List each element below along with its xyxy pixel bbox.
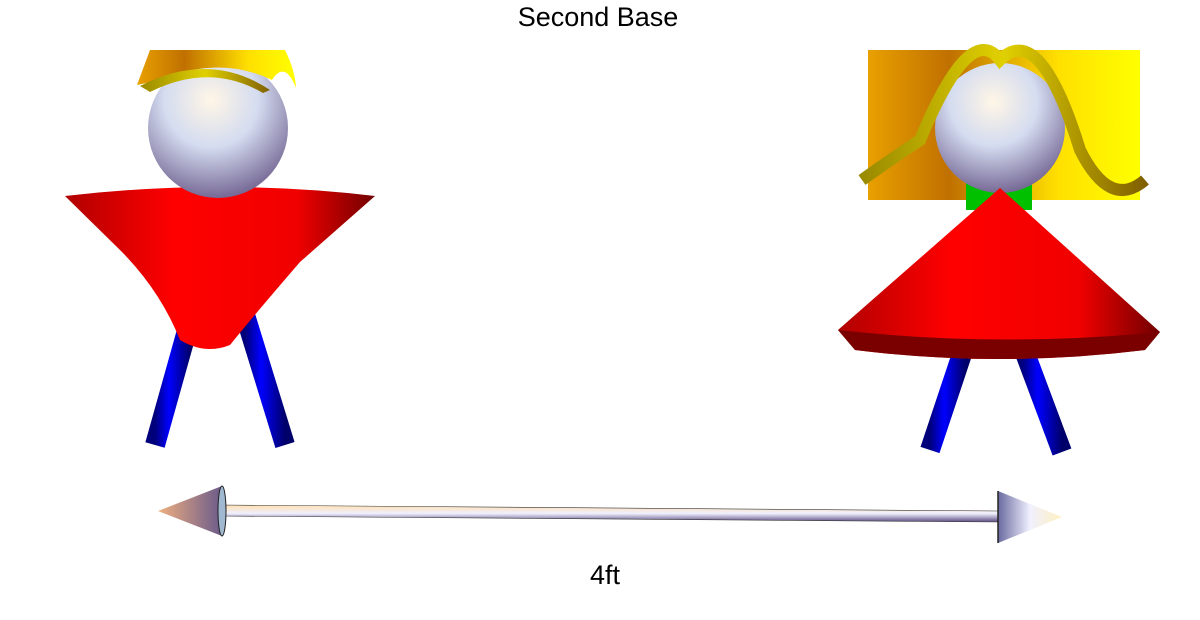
right-figure: [838, 44, 1160, 456]
dress-hem: [838, 330, 1160, 359]
head: [935, 63, 1065, 193]
right-arrowhead-icon: [998, 491, 1062, 543]
right-leg: [235, 312, 295, 448]
hair: [137, 50, 296, 88]
head: [148, 58, 288, 198]
hair-band: [858, 44, 1149, 196]
left-arrowhead-icon: [158, 486, 222, 536]
left-figure: [65, 50, 375, 448]
dress-cone: [838, 188, 1160, 359]
arrow-shaft: [219, 504, 1001, 523]
distance-arrow: [158, 485, 1062, 543]
distance-label: 4ft: [589, 560, 621, 590]
plot-title: Second Base: [517, 2, 679, 32]
left-arrowhead-base: [217, 485, 227, 537]
left-leg: [920, 341, 975, 454]
shirt-cone: [65, 187, 375, 349]
right-leg: [1012, 341, 1072, 456]
hair-band: [140, 68, 270, 93]
